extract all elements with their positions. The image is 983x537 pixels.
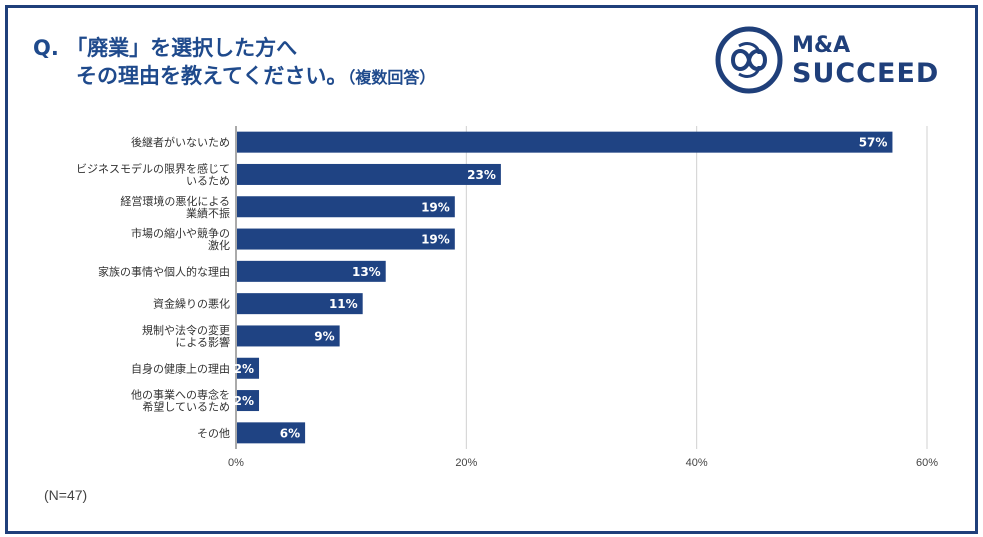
- question-line2: その理由を教えてください。: [76, 64, 348, 88]
- category-label: 自身の健康上の理由: [131, 361, 230, 375]
- bar: [237, 131, 893, 153]
- brand-name-line2: SUCCEED: [792, 58, 940, 89]
- bar-value-label: 9%: [314, 329, 334, 343]
- bar: [237, 196, 455, 218]
- bar: [237, 357, 260, 379]
- category-label: 後継者がいないため: [131, 135, 230, 149]
- category-label: 経営環境の悪化による業績不振: [120, 194, 230, 220]
- category-label: 市場の縮小や競争の激化: [131, 226, 230, 252]
- x-tick-label: 60%: [916, 457, 938, 469]
- x-tick-label: 0%: [228, 457, 244, 469]
- category-label: その他: [197, 427, 230, 440]
- bar-value-label: 19%: [421, 200, 450, 214]
- category-label: 家族の事情や個人的な理由: [98, 264, 230, 278]
- category-label: 他の事業への専念を希望しているため: [131, 388, 230, 414]
- bar-value-label: 57%: [859, 136, 888, 150]
- bar-value-label: 23%: [467, 168, 496, 182]
- bar: [237, 390, 260, 412]
- sample-size-label: (N=47): [44, 487, 88, 503]
- question-line1: 「廃業」を選択した方へ: [66, 36, 298, 60]
- bar-value-label: 13%: [352, 265, 381, 279]
- bar: [237, 228, 455, 250]
- bar: [237, 325, 340, 347]
- question-title: Q. 「廃業」を選択した方へ その理由を教えてください。（複数回答）: [33, 34, 435, 92]
- infinity-knot-icon: [715, 26, 783, 94]
- bar: [237, 163, 501, 185]
- bar-value-label: 2%: [234, 394, 254, 408]
- bar: [237, 260, 386, 282]
- chart-frame: [5, 5, 978, 534]
- category-label: ビジネスモデルの限界を感じているため: [76, 161, 230, 187]
- brand-logo: M&A SUCCEED: [715, 26, 965, 94]
- category-label: 資金繰りの悪化: [153, 297, 230, 311]
- question-prefix: Q.: [33, 36, 59, 60]
- bar: [237, 422, 306, 444]
- bar-value-label: 11%: [329, 297, 358, 311]
- category-label: 規制や法令の変更による影響: [142, 323, 230, 349]
- bar: [237, 293, 363, 315]
- multiple-answer-note: （複数回答）: [347, 68, 436, 87]
- brand-name-line1: M&A: [792, 33, 851, 58]
- x-tick-label: 40%: [686, 457, 708, 469]
- bar-value-label: 6%: [280, 426, 300, 440]
- bar-value-label: 2%: [234, 362, 254, 376]
- bar-value-label: 19%: [421, 233, 450, 247]
- x-tick-label: 20%: [455, 457, 477, 469]
